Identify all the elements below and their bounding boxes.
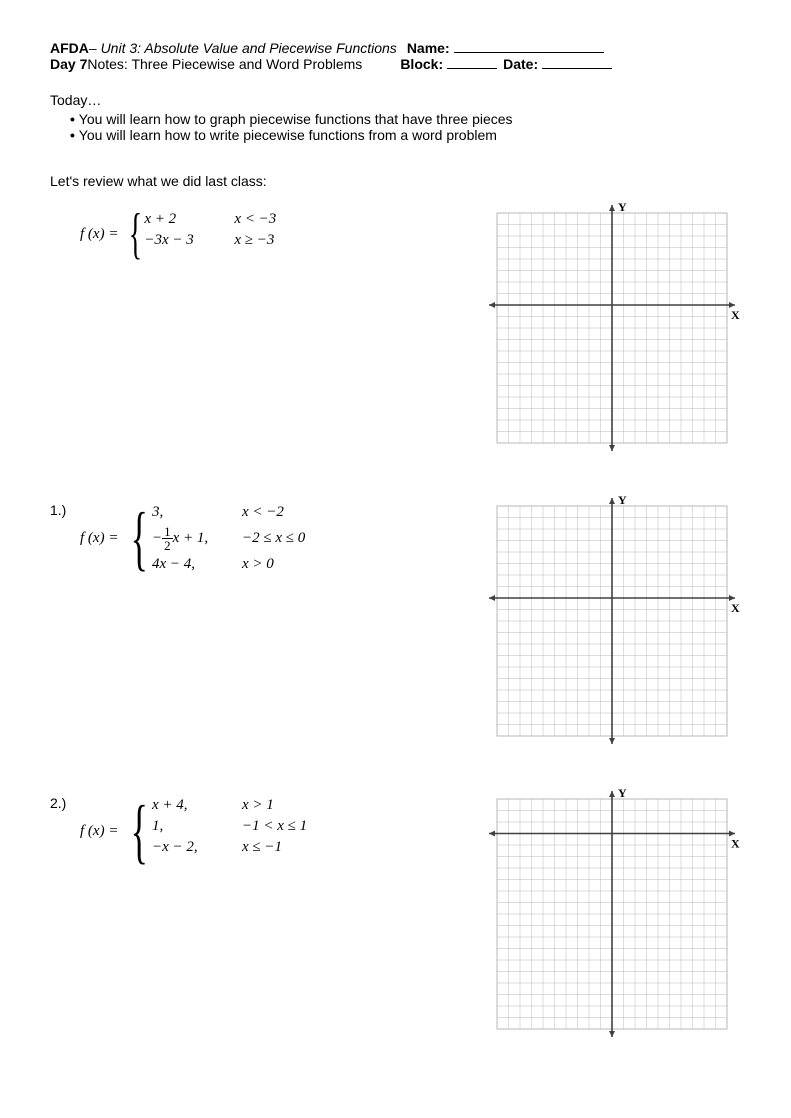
block-label: Block: bbox=[400, 56, 443, 72]
piece-row: 4x − 4, x > 0 bbox=[152, 554, 342, 575]
brace-icon: { bbox=[131, 795, 148, 867]
date-blank[interactable] bbox=[542, 68, 612, 69]
piece-row: −12x + 1, −2 ≤ x ≤ 0 bbox=[152, 523, 342, 554]
day-label: Day 7 bbox=[50, 56, 87, 72]
piece-expr: 4x − 4, bbox=[152, 554, 242, 575]
piece-expr: −3x − 3 bbox=[144, 230, 234, 251]
problem-row: f (x) = { x + 2 x < −3 −3x − 3 x ≥ −3 YX bbox=[50, 199, 741, 457]
piece-cond: −1 < x ≤ 1 bbox=[242, 816, 342, 837]
header: AFDA – Unit 3: Absolute Value and Piecew… bbox=[50, 40, 741, 72]
piece-row: 1, −1 < x ≤ 1 bbox=[152, 816, 342, 837]
problem-definition: 2.) f (x) = { x + 4, x > 1 1, −1 < x ≤ 1… bbox=[50, 785, 400, 867]
piece-cond: x > 0 bbox=[242, 554, 342, 575]
problem-number: 2.) bbox=[50, 795, 80, 811]
day-title: Notes: Three Piecewise and Word Problems bbox=[87, 56, 362, 72]
piece-row: x + 4, x > 1 bbox=[152, 795, 342, 816]
x-axis-label: X bbox=[731, 837, 740, 851]
piece-expr: x + 2 bbox=[144, 209, 234, 230]
piece-row: −x − 2, x ≤ −1 bbox=[152, 837, 342, 858]
piece-row: x + 2 x < −3 bbox=[144, 209, 334, 230]
piece-row: 3, x < −2 bbox=[152, 502, 342, 523]
graph-container: YX bbox=[483, 199, 741, 457]
fx-label: f (x) = bbox=[80, 502, 122, 574]
piece-expr: 1, bbox=[152, 816, 242, 837]
block-blank[interactable] bbox=[447, 68, 497, 69]
graph-container: YX bbox=[483, 785, 741, 1043]
date-label: Date: bbox=[503, 56, 538, 72]
y-axis-label: Y bbox=[618, 493, 627, 507]
fx-label: f (x) = bbox=[80, 795, 122, 867]
piece-cond: x > 1 bbox=[242, 795, 342, 816]
x-axis-label: X bbox=[731, 601, 740, 615]
piece-cond: x < −3 bbox=[234, 209, 334, 230]
piece-cond: x ≤ −1 bbox=[242, 837, 342, 858]
today-section: Today… You will learn how to graph piece… bbox=[50, 92, 741, 143]
piece-cond: x < −2 bbox=[242, 502, 342, 523]
fx-label: f (x) = bbox=[80, 209, 122, 259]
x-axis-label: X bbox=[731, 308, 740, 322]
piece-row: −3x − 3 x ≥ −3 bbox=[144, 230, 334, 251]
problem-row: 1.) f (x) = { 3, x < −2 −12x + 1, −2 ≤ x… bbox=[50, 492, 741, 750]
piece-expr: 3, bbox=[152, 502, 242, 523]
brace-icon: { bbox=[131, 502, 148, 574]
piece-cond: x ≥ −3 bbox=[234, 230, 334, 251]
coordinate-grid: YX bbox=[483, 785, 741, 1043]
coordinate-grid: YX bbox=[483, 199, 741, 457]
bullet-item: You will learn how to write piecewise fu… bbox=[70, 127, 741, 143]
piece-cond: −2 ≤ x ≤ 0 bbox=[242, 523, 342, 554]
name-label: Name: bbox=[407, 40, 450, 56]
problem-number: 1.) bbox=[50, 502, 80, 518]
piece-expr: −12x + 1, bbox=[152, 523, 242, 554]
pieces-table: x + 2 x < −3 −3x − 3 x ≥ −3 bbox=[144, 209, 334, 251]
y-axis-label: Y bbox=[618, 200, 627, 214]
today-title: Today… bbox=[50, 92, 741, 108]
y-axis-label: Y bbox=[618, 786, 627, 800]
piece-expr: x + 4, bbox=[152, 795, 242, 816]
name-blank[interactable] bbox=[454, 52, 604, 53]
problem-definition: f (x) = { x + 2 x < −3 −3x − 3 x ≥ −3 bbox=[50, 199, 400, 259]
pieces-table: 3, x < −2 −12x + 1, −2 ≤ x ≤ 0 4x − 4, x… bbox=[152, 502, 342, 575]
graph-container: YX bbox=[483, 492, 741, 750]
review-title: Let's review what we did last class: bbox=[50, 173, 741, 189]
piece-expr: −x − 2, bbox=[152, 837, 242, 858]
unit-title: – Unit 3: Absolute Value and Piecewise F… bbox=[89, 40, 397, 56]
problem-definition: 1.) f (x) = { 3, x < −2 −12x + 1, −2 ≤ x… bbox=[50, 492, 400, 575]
bullet-item: You will learn how to graph piecewise fu… bbox=[70, 111, 741, 127]
pieces-table: x + 4, x > 1 1, −1 < x ≤ 1 −x − 2, x ≤ −… bbox=[152, 795, 342, 858]
coordinate-grid: YX bbox=[483, 492, 741, 750]
brace-icon: { bbox=[129, 209, 142, 259]
problem-row: 2.) f (x) = { x + 4, x > 1 1, −1 < x ≤ 1… bbox=[50, 785, 741, 1043]
course-code: AFDA bbox=[50, 40, 89, 56]
today-bullets: You will learn how to graph piecewise fu… bbox=[70, 111, 741, 143]
